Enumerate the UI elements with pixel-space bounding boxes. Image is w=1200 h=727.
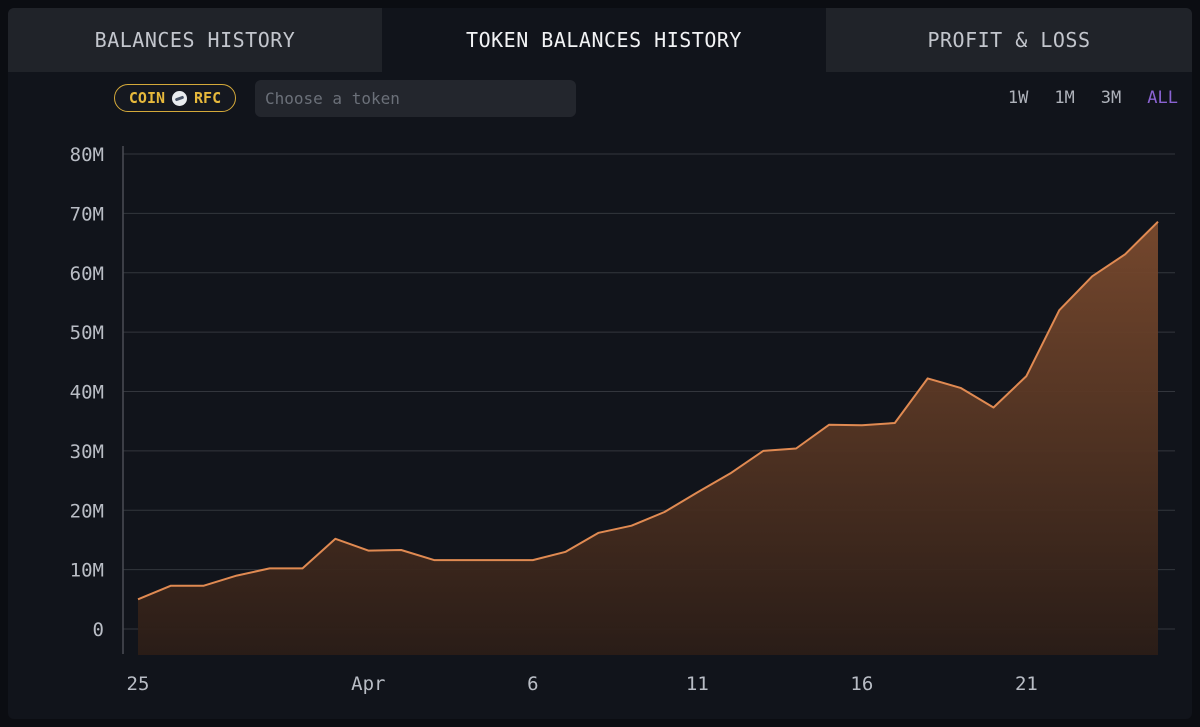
rfc-token-icon bbox=[172, 90, 188, 106]
tab-bar: BALANCES HISTORY TOKEN BALANCES HISTORY … bbox=[8, 8, 1192, 72]
y-tick-label: 30M bbox=[70, 441, 104, 463]
x-tick-label: 16 bbox=[850, 673, 873, 695]
y-tick-label: 10M bbox=[70, 560, 104, 582]
token-balance-area-chart: 0 10M 20M 30M 40M 50M 60M 70M 80M 25 Apr 6 11 16 21 bbox=[70, 144, 1175, 695]
y-tick-label: 60M bbox=[70, 263, 104, 285]
x-tick-label: 21 bbox=[1015, 673, 1038, 695]
x-tick-label: 11 bbox=[686, 673, 709, 695]
y-tick-label: 20M bbox=[70, 500, 104, 522]
x-axis: 25 Apr 6 11 16 21 bbox=[127, 673, 1038, 695]
tab-balances-history[interactable]: BALANCES HISTORY bbox=[8, 8, 382, 72]
tab-profit-and-loss[interactable]: PROFIT & LOSS bbox=[826, 8, 1192, 72]
y-tick-label: 0 bbox=[93, 619, 104, 641]
range-3m-button[interactable]: 3M bbox=[1100, 88, 1122, 108]
chart-panel: BALANCES HISTORY TOKEN BALANCES HISTORY … bbox=[8, 8, 1192, 719]
area-layer bbox=[137, 220, 1159, 655]
x-tick-label: 25 bbox=[127, 673, 150, 695]
y-tick-label: 80M bbox=[70, 144, 104, 166]
range-all-button[interactable]: ALL bbox=[1147, 88, 1178, 108]
x-tick-label: 6 bbox=[527, 673, 538, 695]
y-tick-label: 40M bbox=[70, 382, 104, 404]
range-1m-button[interactable]: 1M bbox=[1054, 88, 1075, 108]
y-tick-label: 70M bbox=[70, 203, 104, 225]
y-tick-label: 50M bbox=[70, 322, 104, 344]
x-tick-label: Apr bbox=[351, 673, 385, 695]
token-label: RFC bbox=[194, 89, 222, 107]
balance-line bbox=[137, 220, 1159, 601]
time-range-selector: 1W 1M 3M ALL bbox=[1008, 88, 1178, 108]
balance-area-fill bbox=[138, 221, 1158, 655]
range-1w-button[interactable]: 1W bbox=[1007, 88, 1029, 108]
y-axis: 0 10M 20M 30M 40M 50M 60M 70M 80M bbox=[70, 144, 104, 641]
tab-token-balances-history[interactable]: TOKEN BALANCES HISTORY bbox=[382, 8, 826, 72]
coin-label: COIN bbox=[128, 89, 166, 107]
coin-filter-badge[interactable]: COIN RFC bbox=[114, 84, 236, 112]
token-search-input[interactable] bbox=[255, 80, 576, 117]
